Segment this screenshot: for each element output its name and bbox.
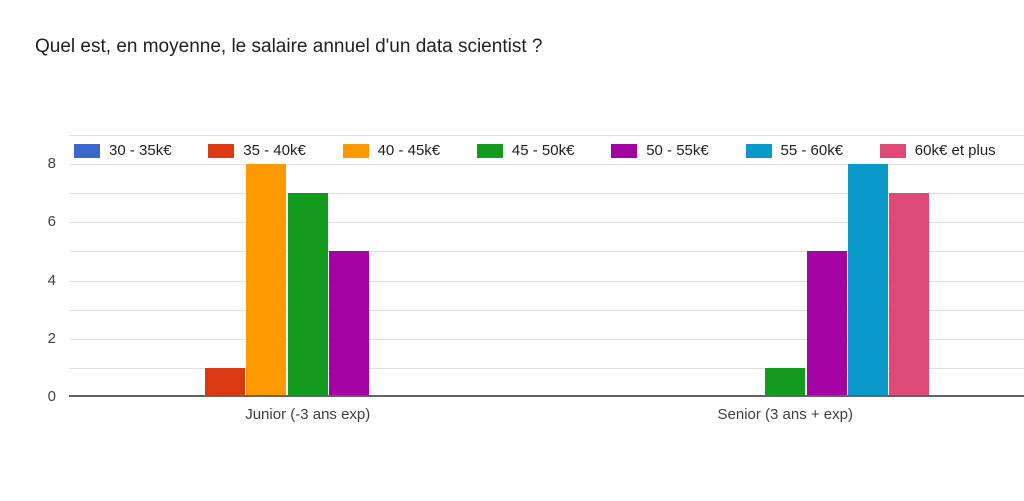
gridline: [69, 164, 1024, 166]
gridline: [69, 222, 1024, 224]
chart-bar[interactable]: [205, 367, 246, 395]
gridline: [69, 309, 1024, 311]
legend-swatch: [74, 143, 100, 158]
gridline: [69, 280, 1024, 282]
chart-bar[interactable]: [847, 164, 888, 395]
legend-item: 50 - 55k€: [611, 137, 709, 164]
gridline: [69, 251, 1024, 253]
legend-label: 60k€ et plus: [914, 142, 996, 159]
legend-label: 55 - 60k€: [780, 142, 844, 159]
x-axis-category-label: Junior (-3 ans exp): [245, 406, 371, 423]
chart-bar[interactable]: [765, 367, 806, 395]
plot-area: [69, 135, 1024, 397]
chart-bar[interactable]: [329, 251, 370, 395]
legend-label: 30 - 35k€: [109, 142, 172, 159]
legend-label: 35 - 40k€: [243, 142, 306, 159]
legend-item: 30 - 35k€: [74, 137, 172, 164]
chart-bar[interactable]: [889, 193, 930, 395]
x-axis-category-label: Senior (3 ans + exp): [717, 406, 854, 423]
legend-swatch: [476, 143, 503, 158]
legend-item: 45 - 50k€: [476, 137, 575, 164]
gridline: [69, 367, 1024, 369]
legend-item: 55 - 60k€: [745, 137, 844, 164]
chart-bar[interactable]: [806, 251, 847, 395]
legend-item: 40 - 45k€: [342, 137, 441, 164]
chart-bar[interactable]: [287, 193, 328, 395]
legend-swatch: [208, 143, 235, 158]
gridline: [69, 338, 1024, 340]
legend-item: 60k€ et plus: [879, 137, 996, 164]
y-axis-tick-label: 4: [47, 271, 56, 289]
y-axis: 0 2 4 6 8: [24, 135, 56, 405]
legend-swatch: [342, 143, 369, 158]
y-axis-tick-label: 0: [47, 388, 56, 405]
legend-label: 40 - 45k€: [377, 142, 441, 159]
chart-bar[interactable]: [246, 164, 287, 395]
gridline: [69, 193, 1024, 195]
legend-swatch: [879, 143, 906, 158]
legend-label: 45 - 50k€: [511, 142, 575, 159]
y-axis-tick-label: 2: [47, 329, 56, 347]
chart-legend: 30 - 35k€ 35 - 40k€ 40 - 45k€ 45 - 50k€ 50 -…: [69, 137, 1024, 164]
legend-swatch: [745, 143, 772, 158]
legend-label: 50 - 55k€: [646, 142, 709, 159]
page-title: Quel est, en moyenne, le salaire annuel …: [35, 36, 543, 57]
y-axis-tick-label: 8: [47, 155, 56, 173]
x-axis-baseline: [69, 395, 1024, 397]
legend-item: 35 - 40k€: [208, 137, 306, 164]
legend-swatch: [611, 143, 638, 158]
gridline: [69, 135, 1024, 136]
y-axis-tick-label: 6: [47, 213, 56, 231]
